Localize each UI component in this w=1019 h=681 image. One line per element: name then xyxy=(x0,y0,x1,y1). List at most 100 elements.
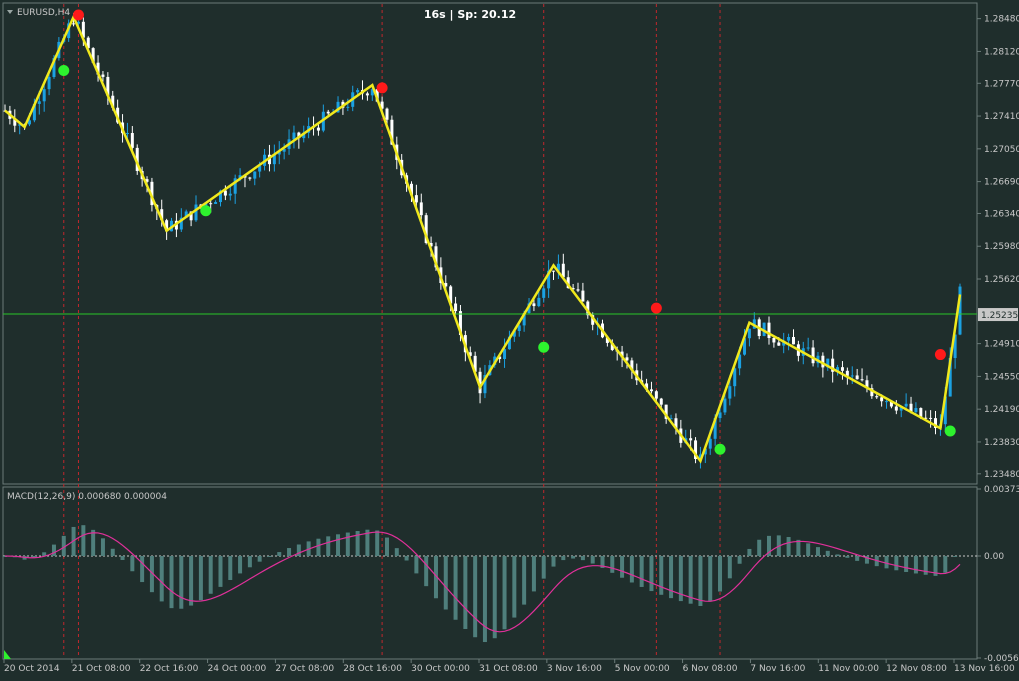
candle-body xyxy=(547,270,551,289)
macd-bar xyxy=(933,556,938,576)
candle-body xyxy=(743,338,747,355)
candle-body xyxy=(836,367,840,372)
macd-bar xyxy=(600,556,605,568)
current-price-text: 1.25235 xyxy=(981,311,1018,321)
macd-bar xyxy=(316,538,321,556)
macd-bar xyxy=(404,556,409,561)
candle-body xyxy=(204,203,208,207)
candle-body xyxy=(434,246,438,268)
candle-body xyxy=(880,397,884,402)
price-tick-label: 1.26340 xyxy=(984,209,1019,219)
macd-bar xyxy=(698,556,703,606)
symbol-label-group[interactable]: EURUSD,H4 xyxy=(7,8,70,18)
candle-body xyxy=(850,375,854,377)
candle-body xyxy=(894,406,898,411)
macd-bar xyxy=(561,556,566,561)
macd-bar xyxy=(433,556,438,599)
low-fractal-marker xyxy=(58,65,70,77)
macd-bar xyxy=(42,552,47,556)
macd-bar xyxy=(296,544,301,556)
time-axis[interactable]: 20 Oct 2014 21 Oct 08:00 22 Oct 16:00 24 Oc… xyxy=(3,659,1015,674)
macd-axis[interactable]: 0.003738 0.00 -0.005691 xyxy=(977,485,1019,664)
macd-signal-line xyxy=(4,531,961,633)
spread-status: 16s | Sp: 20.12 xyxy=(424,8,516,21)
candle-body xyxy=(723,398,727,413)
candle-body xyxy=(855,375,859,380)
candle-body xyxy=(953,334,957,359)
candle-body xyxy=(130,133,134,148)
candle-body xyxy=(924,417,928,419)
macd-indicator-label[interactable]: MACD(12,26,9) 0.000680 0.000004 xyxy=(7,492,167,502)
candle-body xyxy=(248,177,252,179)
candle-body xyxy=(914,408,918,413)
candle-body xyxy=(738,354,742,369)
candle-body xyxy=(571,288,575,290)
candle-body xyxy=(845,370,849,376)
triangle-down-icon[interactable] xyxy=(7,10,13,14)
candle-body xyxy=(708,438,712,449)
candle-body xyxy=(478,371,482,394)
candle-body xyxy=(517,325,521,332)
candle-body xyxy=(125,133,129,135)
candle-body xyxy=(179,217,183,230)
candle-body xyxy=(649,389,653,392)
macd-bar xyxy=(61,535,66,556)
macd-bar xyxy=(502,556,507,630)
candle-body xyxy=(630,360,634,371)
macd-tick-label: 0.00 xyxy=(984,552,1004,562)
candle-body xyxy=(762,322,766,337)
candle-body xyxy=(889,401,893,407)
macd-bar xyxy=(649,556,654,592)
candle-body xyxy=(135,147,139,171)
time-tick-label: 21 Oct 08:00 xyxy=(72,664,131,674)
macd-bar xyxy=(149,556,154,593)
candle-body xyxy=(899,406,903,411)
candle-body xyxy=(791,336,795,345)
macd-bar xyxy=(71,526,76,556)
macd-bar xyxy=(169,556,174,609)
macd-bar xyxy=(708,556,713,602)
macd-bar xyxy=(238,556,243,574)
candle-body xyxy=(591,315,595,325)
macd-bar xyxy=(385,537,389,556)
candle-body xyxy=(184,211,188,218)
candle-body xyxy=(958,286,962,335)
macd-bar xyxy=(796,539,801,556)
macd-tick-label: 0.003738 xyxy=(984,485,1019,495)
symbol-timeframe-label: EURUSD,H4 xyxy=(17,8,70,18)
macd-bar xyxy=(531,556,536,592)
candle-body xyxy=(424,215,428,243)
candle-body xyxy=(875,396,879,398)
macd-bar xyxy=(884,556,889,569)
macd-bar xyxy=(913,556,918,574)
price-panel-frame xyxy=(2,2,978,485)
candle-body xyxy=(218,190,222,203)
price-tick-label: 1.25620 xyxy=(984,275,1019,285)
macd-bar xyxy=(218,556,223,587)
candle-body xyxy=(150,181,154,206)
candle-body xyxy=(811,347,815,364)
candle-body xyxy=(733,368,737,387)
macd-bar xyxy=(571,556,576,559)
macd-bar xyxy=(336,534,341,556)
macd-bar xyxy=(864,556,869,564)
price-axis[interactable]: 1.28480 1.28120 1.27770 1.27410 1.27050 1.266… xyxy=(977,15,1019,480)
macd-bar xyxy=(718,556,723,592)
candle-body xyxy=(96,62,100,75)
macd-bar xyxy=(473,556,478,638)
candle-body xyxy=(336,101,340,113)
macd-bar xyxy=(835,554,840,556)
zigzag-line xyxy=(4,13,962,464)
macd-bar xyxy=(894,556,899,571)
candle-body xyxy=(233,178,237,194)
price-tick-label: 1.24550 xyxy=(984,372,1019,382)
price-tick-label: 1.27410 xyxy=(984,112,1019,122)
candle-body xyxy=(552,270,556,272)
candle-body xyxy=(698,454,702,459)
candle-body xyxy=(503,349,507,359)
macd-bar xyxy=(590,556,595,564)
time-tick-label: 20 Oct 2014 xyxy=(4,664,60,674)
macd-bar xyxy=(267,556,272,557)
candle-body xyxy=(943,396,947,425)
